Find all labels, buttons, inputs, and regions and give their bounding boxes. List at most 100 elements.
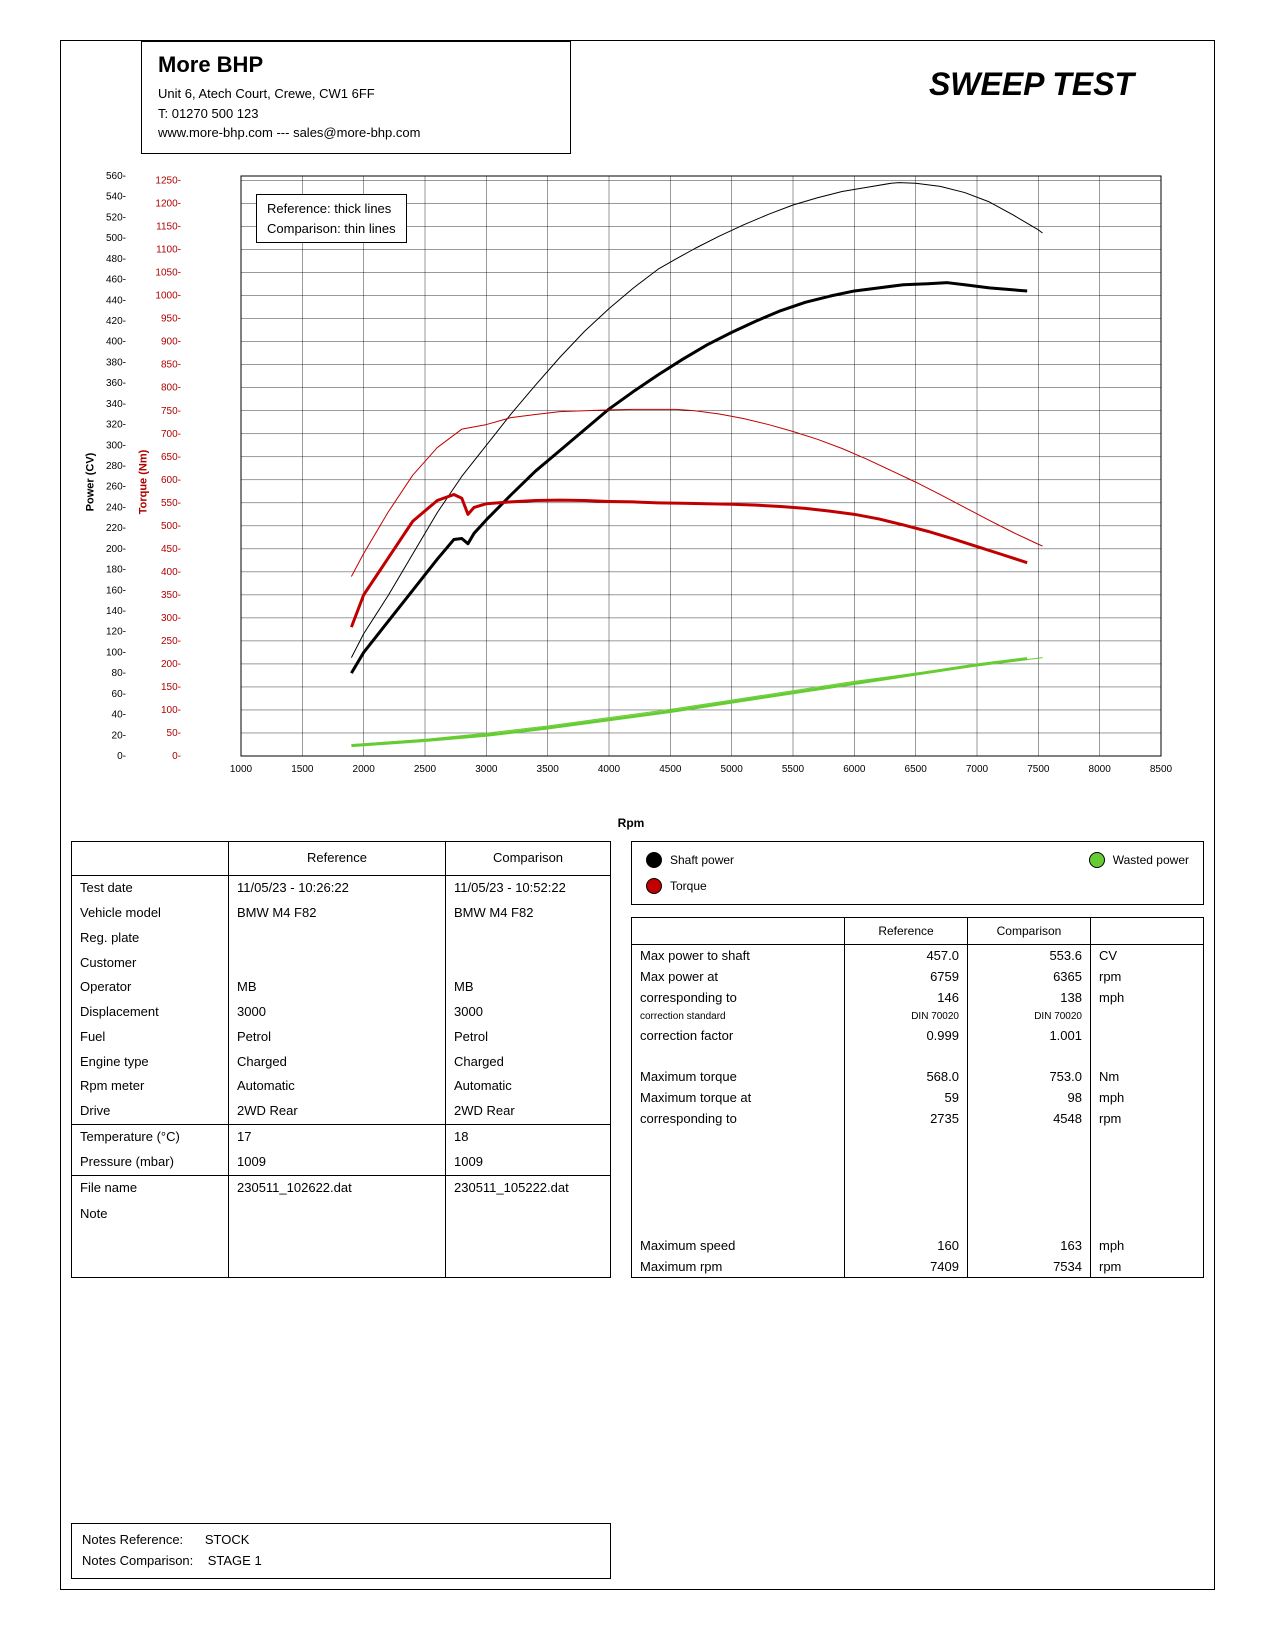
res-comp: 6365 <box>968 966 1091 987</box>
results-row: Maximum torque568.0753.0Nm <box>632 1066 1204 1087</box>
results-row: Maximum torque at5998mph <box>632 1087 1204 1108</box>
row-ref: Charged <box>229 1050 446 1075</box>
svg-text:2500: 2500 <box>414 764 437 775</box>
svg-text:6000: 6000 <box>843 764 866 775</box>
info-header-row: Reference Comparison <box>72 842 611 876</box>
row-comp: BMW M4 F82 <box>446 901 611 926</box>
svg-text:800-: 800- <box>161 383 181 394</box>
svg-text:950-: 950- <box>161 314 181 325</box>
row-ref: 17 <box>229 1125 446 1150</box>
row-comp: 230511_105222.dat <box>446 1175 611 1202</box>
res-comp: 753.0 <box>968 1066 1091 1087</box>
row-label: Reg. plate <box>72 926 229 951</box>
legend-swatch <box>646 878 662 894</box>
row-label: Rpm meter <box>72 1074 229 1099</box>
row-comp: 11/05/23 - 10:52:22 <box>446 876 611 901</box>
svg-text:1200-: 1200- <box>155 199 181 210</box>
svg-text:250-: 250- <box>161 636 181 647</box>
table-row: Engine typeChargedCharged <box>72 1050 611 1075</box>
results-row: correction standardDIN 70020DIN 70020 <box>632 1008 1204 1025</box>
res-ref: 7409 <box>845 1256 968 1278</box>
results-row: correction factor0.9991.001 <box>632 1025 1204 1046</box>
svg-text:5500: 5500 <box>782 764 805 775</box>
svg-text:40-: 40- <box>112 710 126 721</box>
row-label: Operator <box>72 975 229 1000</box>
company-phone: T: 01270 500 123 <box>158 104 554 124</box>
svg-text:200-: 200- <box>161 659 181 670</box>
svg-text:750-: 750- <box>161 406 181 417</box>
res-h1: Reference <box>845 918 968 945</box>
notes-box: Notes Reference: STOCK Notes Comparison:… <box>71 1523 611 1579</box>
row-ref: 1009 <box>229 1150 446 1175</box>
svg-text:440-: 440- <box>106 295 126 306</box>
svg-text:460-: 460- <box>106 275 126 286</box>
row-ref: BMW M4 F82 <box>229 901 446 926</box>
svg-text:2000: 2000 <box>353 764 376 775</box>
legend-label: Shaft power <box>670 853 734 867</box>
svg-text:500-: 500- <box>161 521 181 532</box>
svg-text:520-: 520- <box>106 212 126 223</box>
row-ref <box>229 926 446 951</box>
res-comp: 163 <box>968 1235 1091 1256</box>
legend-label: Torque <box>670 879 707 893</box>
res-ref: DIN 70020 <box>845 1008 968 1025</box>
table-row: File name230511_102622.dat230511_105222.… <box>72 1175 611 1202</box>
row-label: Temperature (°C) <box>72 1125 229 1150</box>
legend-label: Wasted power <box>1113 853 1189 867</box>
svg-text:3500: 3500 <box>537 764 560 775</box>
legend-swatch <box>646 852 662 868</box>
svg-text:360-: 360- <box>106 378 126 389</box>
svg-text:1000-: 1000- <box>155 291 181 302</box>
row-ref: 2WD Rear <box>229 1099 446 1124</box>
row-label: Pressure (mbar) <box>72 1150 229 1175</box>
res-ref: 568.0 <box>845 1066 968 1087</box>
svg-text:280-: 280- <box>106 461 126 472</box>
legend-item: Shaft power <box>646 852 734 868</box>
res-unit: CV <box>1091 945 1204 967</box>
table-row: OperatorMBMB <box>72 975 611 1000</box>
table-row: Rpm meterAutomaticAutomatic <box>72 1074 611 1099</box>
legend-swatch <box>1089 852 1105 868</box>
table-row: Vehicle modelBMW M4 F82BMW M4 F82 <box>72 901 611 926</box>
row-label: File name <box>72 1175 229 1202</box>
row-label: Engine type <box>72 1050 229 1075</box>
res-ref: 160 <box>845 1235 968 1256</box>
svg-text:120-: 120- <box>106 627 126 638</box>
svg-text:100-: 100- <box>106 647 126 658</box>
svg-text:1000: 1000 <box>230 764 253 775</box>
table-row: FuelPetrolPetrol <box>72 1025 611 1050</box>
results-header: Reference Comparison <box>632 918 1204 945</box>
y-axis-torque-label: Torque (Nm) <box>137 450 149 515</box>
svg-text:180-: 180- <box>106 565 126 576</box>
row-comp: MB <box>446 975 611 1000</box>
res-ref: 457.0 <box>845 945 968 967</box>
res-label: Maximum torque at <box>632 1087 845 1108</box>
res-label: Maximum rpm <box>632 1256 845 1278</box>
info-table: Reference Comparison Test date11/05/23 -… <box>71 841 611 1278</box>
row-comp: Automatic <box>446 1074 611 1099</box>
res-unit: mph <box>1091 987 1204 1008</box>
table-row: Test date11/05/23 - 10:26:2211/05/23 - 1… <box>72 876 611 901</box>
res-ref: 59 <box>845 1087 968 1108</box>
results-row: Max power at67596365rpm <box>632 966 1204 987</box>
svg-text:260-: 260- <box>106 482 126 493</box>
table-row: Displacement30003000 <box>72 1000 611 1025</box>
row-ref: 3000 <box>229 1000 446 1025</box>
row-comp <box>446 951 611 976</box>
row-comp: Petrol <box>446 1025 611 1050</box>
svg-text:1150-: 1150- <box>156 222 181 233</box>
svg-text:200-: 200- <box>106 544 126 555</box>
svg-text:5000: 5000 <box>721 764 744 775</box>
res-unit <box>1091 1025 1204 1046</box>
results-row: Maximum speed160163mph <box>632 1235 1204 1256</box>
svg-text:220-: 220- <box>106 523 126 534</box>
row-ref <box>229 951 446 976</box>
legend-item: Wasted power <box>1089 852 1189 868</box>
res-unit <box>1091 1008 1204 1025</box>
res-comp: 98 <box>968 1087 1091 1108</box>
y-axis-power-label: Power (CV) <box>84 453 96 512</box>
res-label: Maximum speed <box>632 1235 845 1256</box>
res-h2: Comparison <box>968 918 1091 945</box>
row-label: Displacement <box>72 1000 229 1025</box>
notes-ref-val: STOCK <box>205 1532 250 1547</box>
